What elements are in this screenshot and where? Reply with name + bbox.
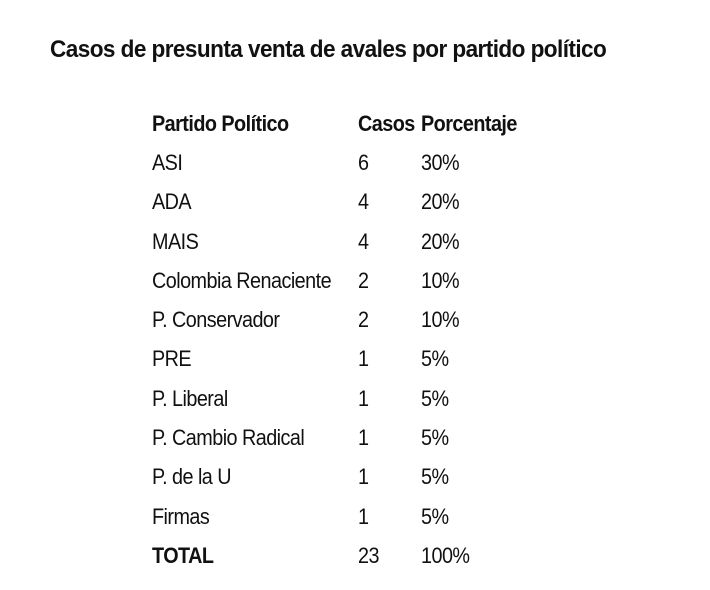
party-cases-table-container: Partido Político Casos Porcentaje ASI 6 … xyxy=(152,104,541,576)
party-name: Firmas xyxy=(152,503,210,529)
case-count: 1 xyxy=(358,464,369,490)
party-name: Colombia Renaciente xyxy=(152,267,332,293)
table-header-row: Partido Político Casos Porcentaje xyxy=(152,104,541,143)
case-count: 1 xyxy=(358,346,369,372)
party-name: P. de la U xyxy=(152,464,232,490)
total-cases: 23 xyxy=(358,542,379,568)
table-row: P. Cambio Radical 1 5% xyxy=(152,418,541,457)
party-name: P. Liberal xyxy=(152,385,228,411)
party-name: PRE xyxy=(152,346,192,372)
table-row: Firmas 1 5% xyxy=(152,497,541,536)
percentage: 20% xyxy=(421,189,460,215)
header-party: Partido Político xyxy=(152,110,289,136)
percentage: 5% xyxy=(421,464,449,490)
percentage: 10% xyxy=(421,307,460,333)
header-percentage: Porcentaje xyxy=(421,110,517,136)
table-row: ASI 6 30% xyxy=(152,143,541,182)
case-count: 1 xyxy=(358,503,369,529)
table-row: P. Conservador 2 10% xyxy=(152,300,541,339)
total-row: TOTAL 23 100% xyxy=(152,536,541,575)
party-name: MAIS xyxy=(152,228,199,254)
party-cases-table: Partido Político Casos Porcentaje ASI 6 … xyxy=(152,104,541,576)
party-name: ADA xyxy=(152,189,192,215)
page-title: Casos de presunta venta de avales por pa… xyxy=(50,36,607,63)
percentage: 5% xyxy=(421,503,449,529)
percentage: 10% xyxy=(421,267,460,293)
table-row: Colombia Renaciente 2 10% xyxy=(152,261,541,300)
percentage: 5% xyxy=(421,385,449,411)
total-percentage: 100% xyxy=(421,542,470,568)
case-count: 1 xyxy=(358,425,369,451)
case-count: 2 xyxy=(358,267,369,293)
percentage: 5% xyxy=(421,346,449,372)
case-count: 2 xyxy=(358,307,369,333)
case-count: 4 xyxy=(358,189,369,215)
table-row: P. de la U 1 5% xyxy=(152,458,541,497)
percentage: 5% xyxy=(421,425,449,451)
table-row: ADA 4 20% xyxy=(152,183,541,222)
percentage: 30% xyxy=(421,149,460,175)
header-cases: Casos xyxy=(358,110,415,136)
party-name: P. Cambio Radical xyxy=(152,425,305,451)
case-count: 1 xyxy=(358,385,369,411)
table-row: MAIS 4 20% xyxy=(152,222,541,261)
percentage: 20% xyxy=(421,228,460,254)
case-count: 6 xyxy=(358,149,369,175)
party-name: ASI xyxy=(152,149,183,175)
party-name: P. Conservador xyxy=(152,307,280,333)
case-count: 4 xyxy=(358,228,369,254)
table-row: P. Liberal 1 5% xyxy=(152,379,541,418)
table-row: PRE 1 5% xyxy=(152,340,541,379)
total-label: TOTAL xyxy=(152,542,214,568)
